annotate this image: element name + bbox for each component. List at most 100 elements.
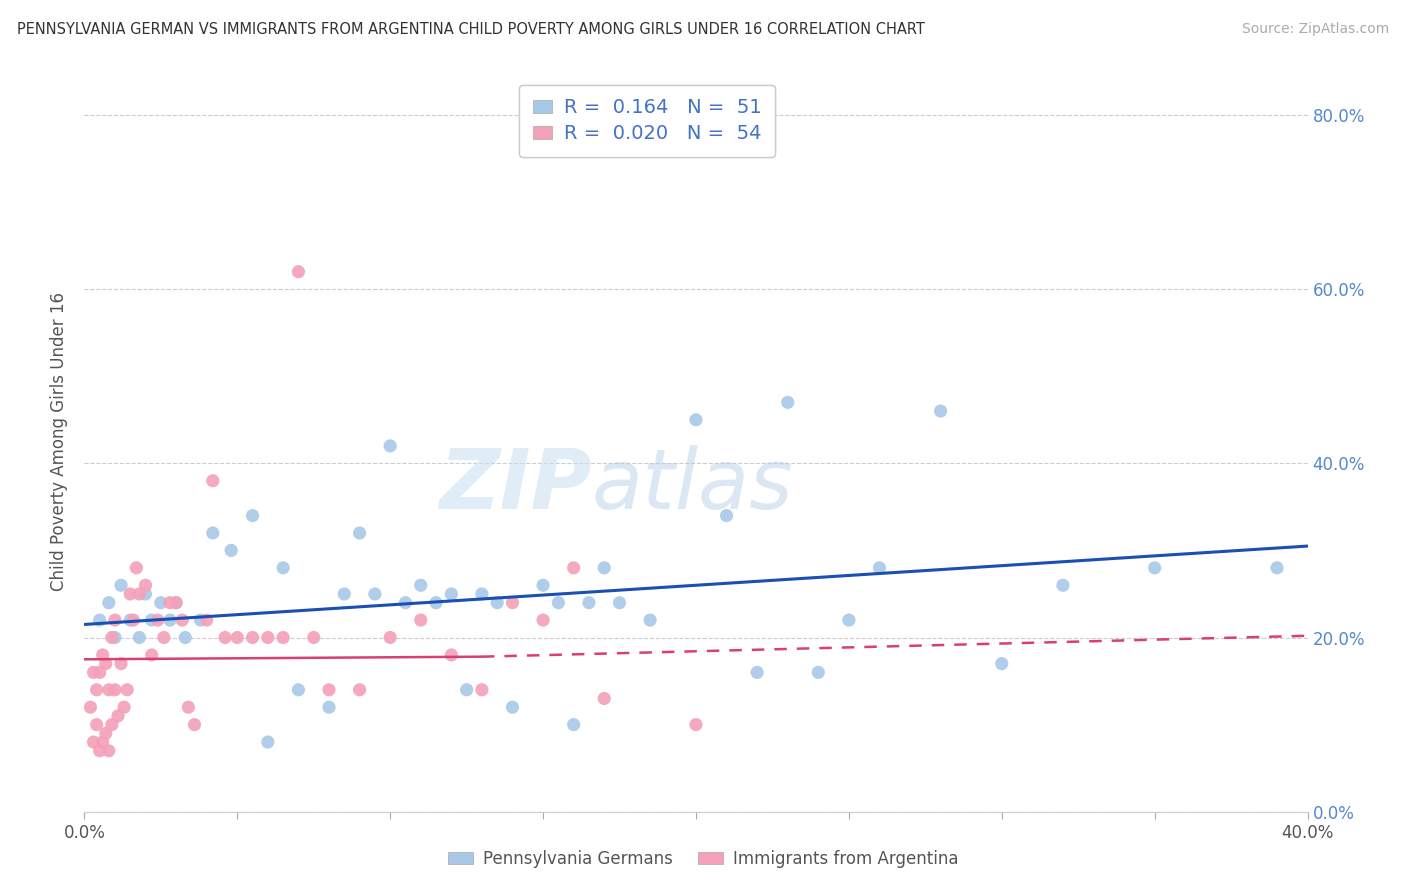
Point xyxy=(929,404,952,418)
Point xyxy=(110,657,132,671)
Point xyxy=(104,682,127,697)
Point xyxy=(89,665,111,680)
Point xyxy=(287,682,309,697)
Point xyxy=(165,596,187,610)
Point xyxy=(257,735,280,749)
Point xyxy=(638,613,661,627)
Point xyxy=(242,508,264,523)
Point xyxy=(79,700,101,714)
Point xyxy=(409,578,432,592)
Point xyxy=(97,744,120,758)
Point xyxy=(219,543,242,558)
Point xyxy=(562,561,585,575)
Point xyxy=(287,265,309,279)
Point xyxy=(135,578,157,592)
Point xyxy=(440,648,463,662)
Point xyxy=(128,587,150,601)
Point xyxy=(91,735,114,749)
Point xyxy=(502,596,524,610)
Point xyxy=(685,413,707,427)
Point xyxy=(502,700,524,714)
Point xyxy=(165,596,187,610)
Point xyxy=(242,631,264,645)
Point xyxy=(159,613,181,627)
Point xyxy=(380,439,402,453)
Text: Source: ZipAtlas.com: Source: ZipAtlas.com xyxy=(1241,22,1389,37)
Point xyxy=(89,613,111,627)
Legend: Pennsylvania Germans, Immigrants from Argentina: Pennsylvania Germans, Immigrants from Ar… xyxy=(441,844,965,875)
Point xyxy=(456,682,478,697)
Point xyxy=(112,700,135,714)
Point xyxy=(547,596,569,610)
Point xyxy=(364,587,387,601)
Point xyxy=(380,631,402,645)
Point xyxy=(531,613,554,627)
Point xyxy=(120,587,142,601)
Point xyxy=(122,613,145,627)
Point xyxy=(107,709,129,723)
Point xyxy=(609,596,631,610)
Point xyxy=(97,682,120,697)
Point xyxy=(318,700,340,714)
Text: ZIP: ZIP xyxy=(439,445,592,526)
Point xyxy=(838,613,860,627)
Point xyxy=(486,596,509,610)
Point xyxy=(177,700,200,714)
Point xyxy=(425,596,447,610)
Point xyxy=(172,613,194,627)
Point xyxy=(1143,561,1166,575)
Point xyxy=(120,613,142,627)
Point xyxy=(869,561,891,575)
Point xyxy=(776,395,799,409)
Point xyxy=(94,657,117,671)
Point xyxy=(97,596,120,610)
Point xyxy=(531,578,554,592)
Point xyxy=(101,631,124,645)
Point xyxy=(195,613,218,627)
Point xyxy=(104,613,127,627)
Point xyxy=(201,526,224,541)
Point xyxy=(409,613,432,627)
Point xyxy=(135,587,157,601)
Point xyxy=(89,744,111,758)
Point xyxy=(578,596,600,610)
Point xyxy=(257,631,280,645)
Point xyxy=(101,717,124,731)
Point xyxy=(562,717,585,731)
Point xyxy=(271,561,294,575)
Point xyxy=(94,726,117,740)
Point xyxy=(593,691,616,706)
Point xyxy=(110,578,132,592)
Point xyxy=(302,631,325,645)
Point xyxy=(271,631,294,645)
Point xyxy=(125,561,148,575)
Point xyxy=(747,665,769,680)
Point xyxy=(685,717,707,731)
Point xyxy=(128,631,150,645)
Text: PENNSYLVANIA GERMAN VS IMMIGRANTS FROM ARGENTINA CHILD POVERTY AMONG GIRLS UNDER: PENNSYLVANIA GERMAN VS IMMIGRANTS FROM A… xyxy=(17,22,925,37)
Point xyxy=(394,596,416,610)
Point xyxy=(471,587,494,601)
Legend: R =  0.164   N =  51, R =  0.020   N =  54: R = 0.164 N = 51, R = 0.020 N = 54 xyxy=(519,85,775,157)
Point xyxy=(190,613,212,627)
Point xyxy=(146,613,169,627)
Point xyxy=(349,526,371,541)
Point xyxy=(91,648,114,662)
Point xyxy=(349,682,371,697)
Y-axis label: Child Poverty Among Girls Under 16: Child Poverty Among Girls Under 16 xyxy=(51,292,69,591)
Point xyxy=(104,631,127,645)
Point xyxy=(201,474,224,488)
Point xyxy=(153,631,176,645)
Point xyxy=(83,665,105,680)
Point xyxy=(141,613,163,627)
Point xyxy=(1052,578,1074,592)
Point xyxy=(807,665,830,680)
Point xyxy=(141,648,163,662)
Point xyxy=(86,717,108,731)
Text: atlas: atlas xyxy=(592,445,793,526)
Point xyxy=(440,587,463,601)
Point xyxy=(471,682,494,697)
Point xyxy=(115,682,138,697)
Point xyxy=(86,682,108,697)
Point xyxy=(991,657,1014,671)
